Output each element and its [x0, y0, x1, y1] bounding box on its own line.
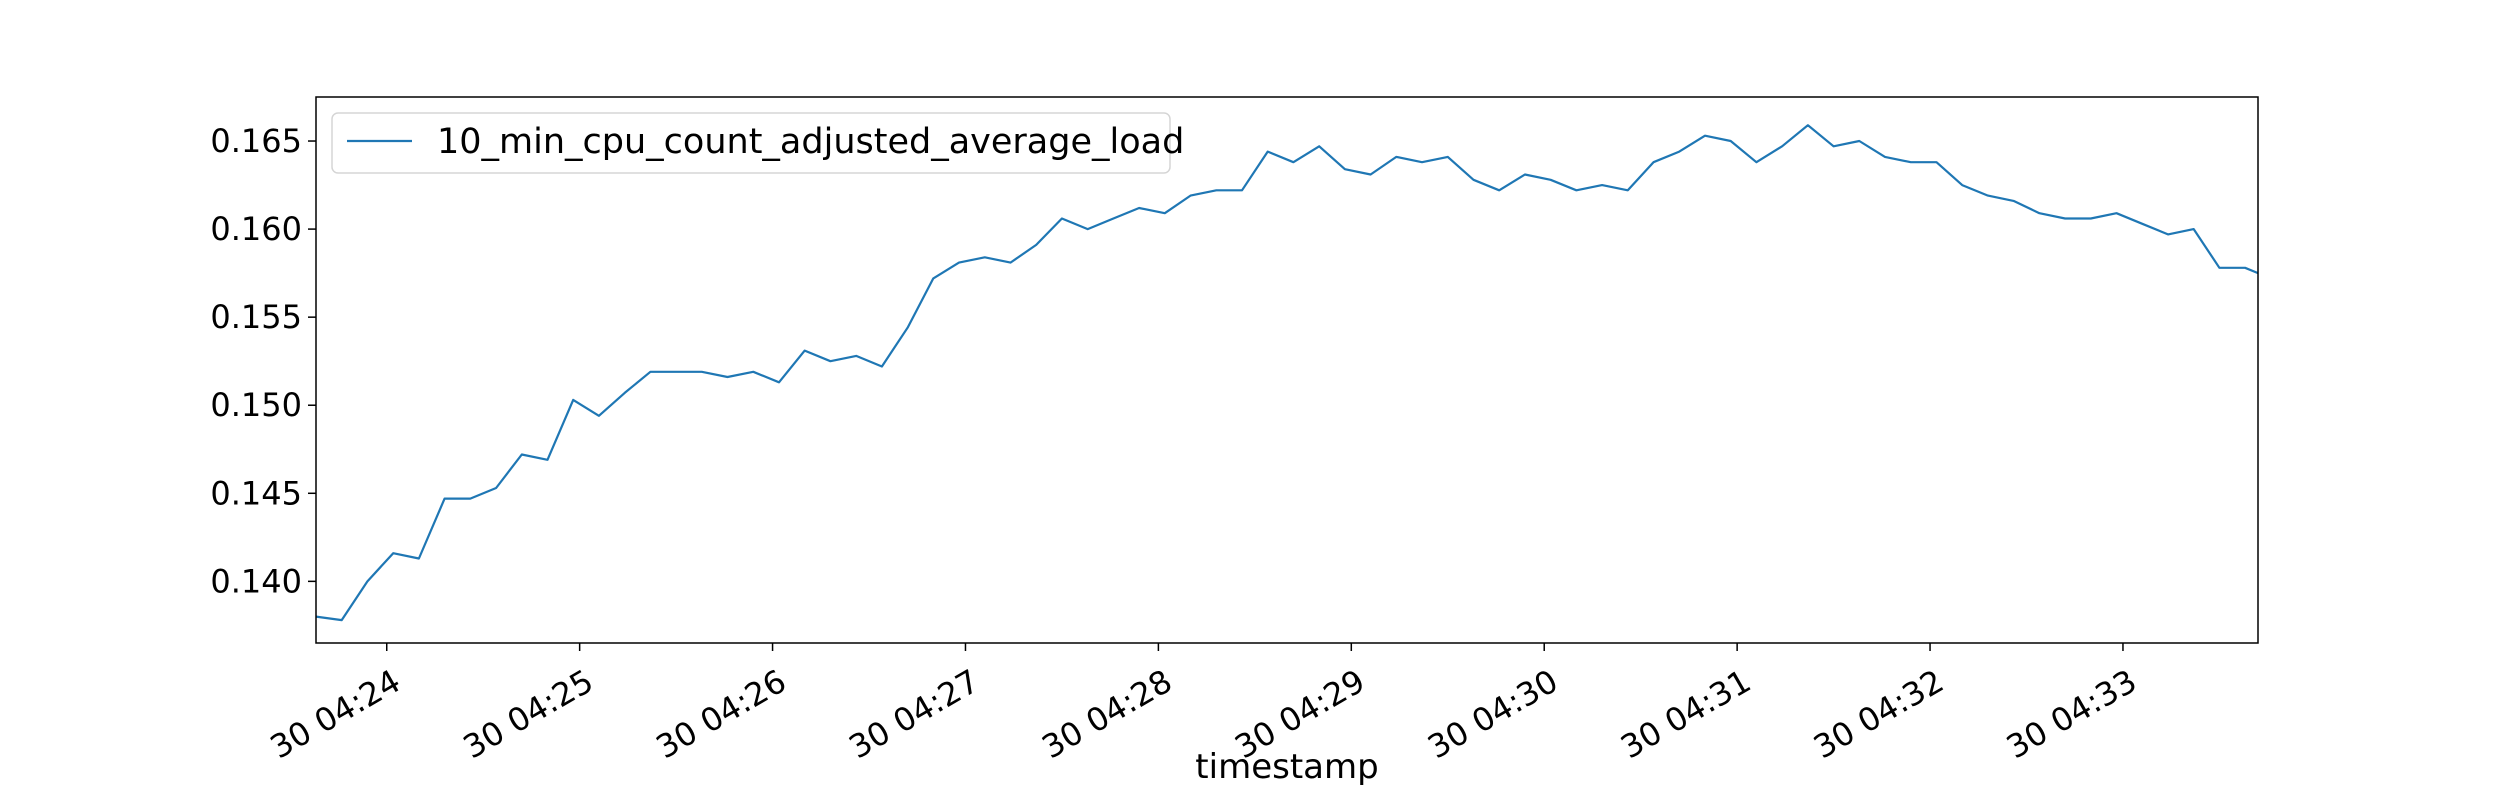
y-tick-label: 0.160 [210, 210, 302, 248]
y-tick-label: 0.140 [210, 562, 302, 600]
x-axis-label: timestamp [1195, 747, 1378, 787]
series-line [315, 124, 2259, 622]
legend-label: 10_min_cpu_count_adjusted_average_load [437, 122, 1184, 162]
y-tick-label: 0.165 [210, 122, 302, 160]
legend: 10_min_cpu_count_adjusted_average_load [331, 112, 1184, 174]
plot-area [315, 96, 2259, 644]
y-tick-label: 0.145 [210, 474, 302, 512]
y-axis: 0.140 0.145 0.150 0.155 0.160 0.165 [210, 122, 316, 600]
axes-frame [315, 96, 2259, 644]
legend-box [331, 112, 1171, 174]
y-tick-label: 0.155 [210, 298, 302, 336]
y-tick-label: 0.150 [210, 386, 302, 424]
